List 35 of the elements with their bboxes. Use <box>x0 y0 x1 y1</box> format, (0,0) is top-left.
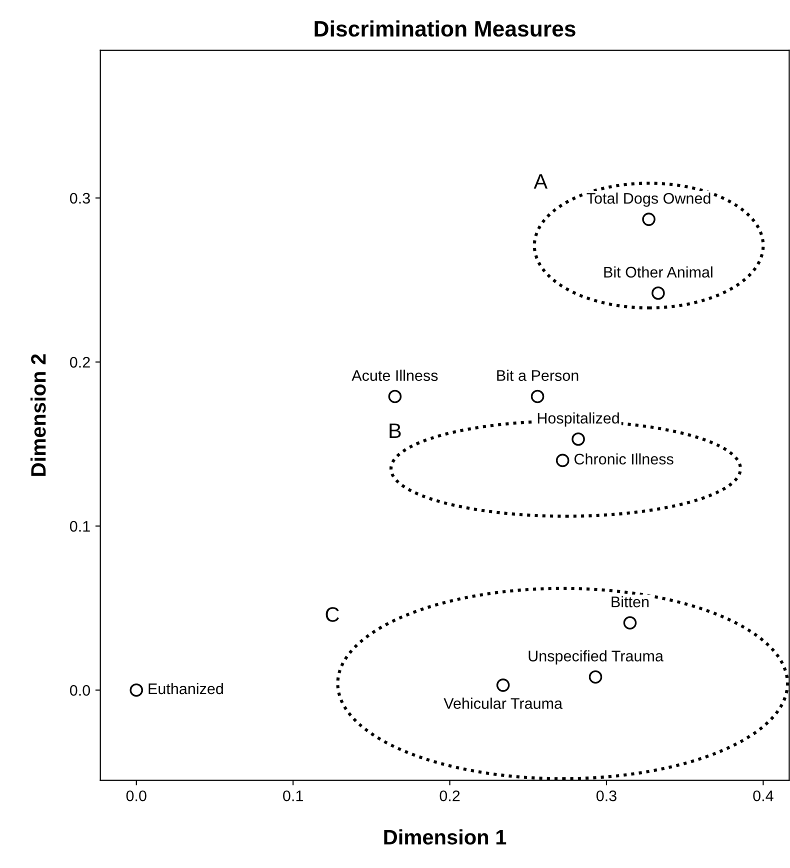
annotation: Euthanized <box>148 682 223 694</box>
annotation: A <box>534 174 548 189</box>
annotation: Total Dogs Owned <box>586 192 710 207</box>
y-axis-title: Dimension 2 <box>30 354 46 476</box>
point <box>496 678 510 692</box>
y-tick-label: 0.2 <box>70 356 90 368</box>
y-tick-label: 0.0 <box>70 684 90 696</box>
x-axis-title: Dimension 1 <box>384 829 506 845</box>
point <box>130 683 144 697</box>
point <box>623 616 637 630</box>
y-tick-label: 0.3 <box>70 192 90 204</box>
point <box>642 212 656 226</box>
x-tick-label: 0.3 <box>596 790 616 802</box>
annotation: Vehicular Trauma <box>444 698 563 709</box>
annotation: C <box>326 607 339 622</box>
annotation: Bitten <box>612 596 649 608</box>
annotation: Unspecified Trauma <box>528 650 664 664</box>
x-tick-label: 0.4 <box>753 790 774 802</box>
point <box>572 432 585 446</box>
annotation: Chronic Illness <box>574 453 674 465</box>
point <box>530 390 544 404</box>
x-tick-label: 0.2 <box>440 790 460 802</box>
y-tick-label: 0.1 <box>70 520 90 532</box>
point <box>388 390 402 404</box>
annotation: B <box>390 424 401 438</box>
annotation: Acute Illness <box>352 370 438 381</box>
x-tick-label: 0.0 <box>126 790 146 802</box>
point <box>588 670 602 684</box>
annotation: Bit Other Animal <box>604 266 712 278</box>
x-tick-label: 0.1 <box>283 790 303 802</box>
annotation: Hospitalized <box>538 412 619 427</box>
chart-title: Discrimination Measures <box>314 20 576 37</box>
annotation: Bit a Person <box>497 370 578 381</box>
point <box>556 454 570 468</box>
point <box>652 286 665 300</box>
